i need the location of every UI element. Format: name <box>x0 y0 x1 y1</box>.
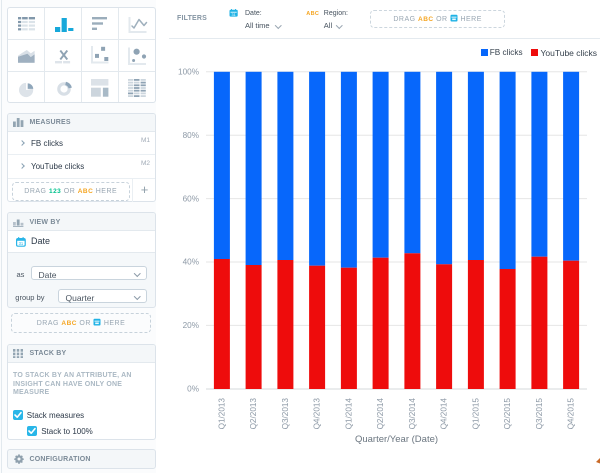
svg-text:Q2/2014: Q2/2014 <box>376 398 385 430</box>
svg-text:Q1/2014: Q1/2014 <box>345 398 354 430</box>
svg-text:Q1/2013: Q1/2013 <box>218 398 227 430</box>
svg-text:Q3/2015: Q3/2015 <box>535 398 544 430</box>
svg-text:60%: 60% <box>183 194 199 203</box>
svg-text:Q2/2013: Q2/2013 <box>249 398 258 430</box>
svg-text:Q3/2014: Q3/2014 <box>408 398 417 430</box>
svg-text:40%: 40% <box>183 258 199 267</box>
svg-text:Q1/2015: Q1/2015 <box>472 398 481 430</box>
svg-text:Q4/2014: Q4/2014 <box>440 398 449 430</box>
svg-text:Q3/2013: Q3/2013 <box>281 398 290 430</box>
svg-text:31: 31 <box>18 241 23 246</box>
svg-text:Q4/2015: Q4/2015 <box>567 398 576 430</box>
svg-text:31: 31 <box>231 13 235 17</box>
svg-text:0%: 0% <box>187 385 199 394</box>
svg-text:100%: 100% <box>178 68 199 77</box>
svg-text:Quarter/Year (Date): Quarter/Year (Date) <box>355 434 438 445</box>
svg-text:20%: 20% <box>183 321 199 330</box>
svg-text:Q2/2015: Q2/2015 <box>503 398 512 430</box>
svg-text:Q4/2013: Q4/2013 <box>313 398 322 430</box>
svg-text:80%: 80% <box>183 131 199 140</box>
